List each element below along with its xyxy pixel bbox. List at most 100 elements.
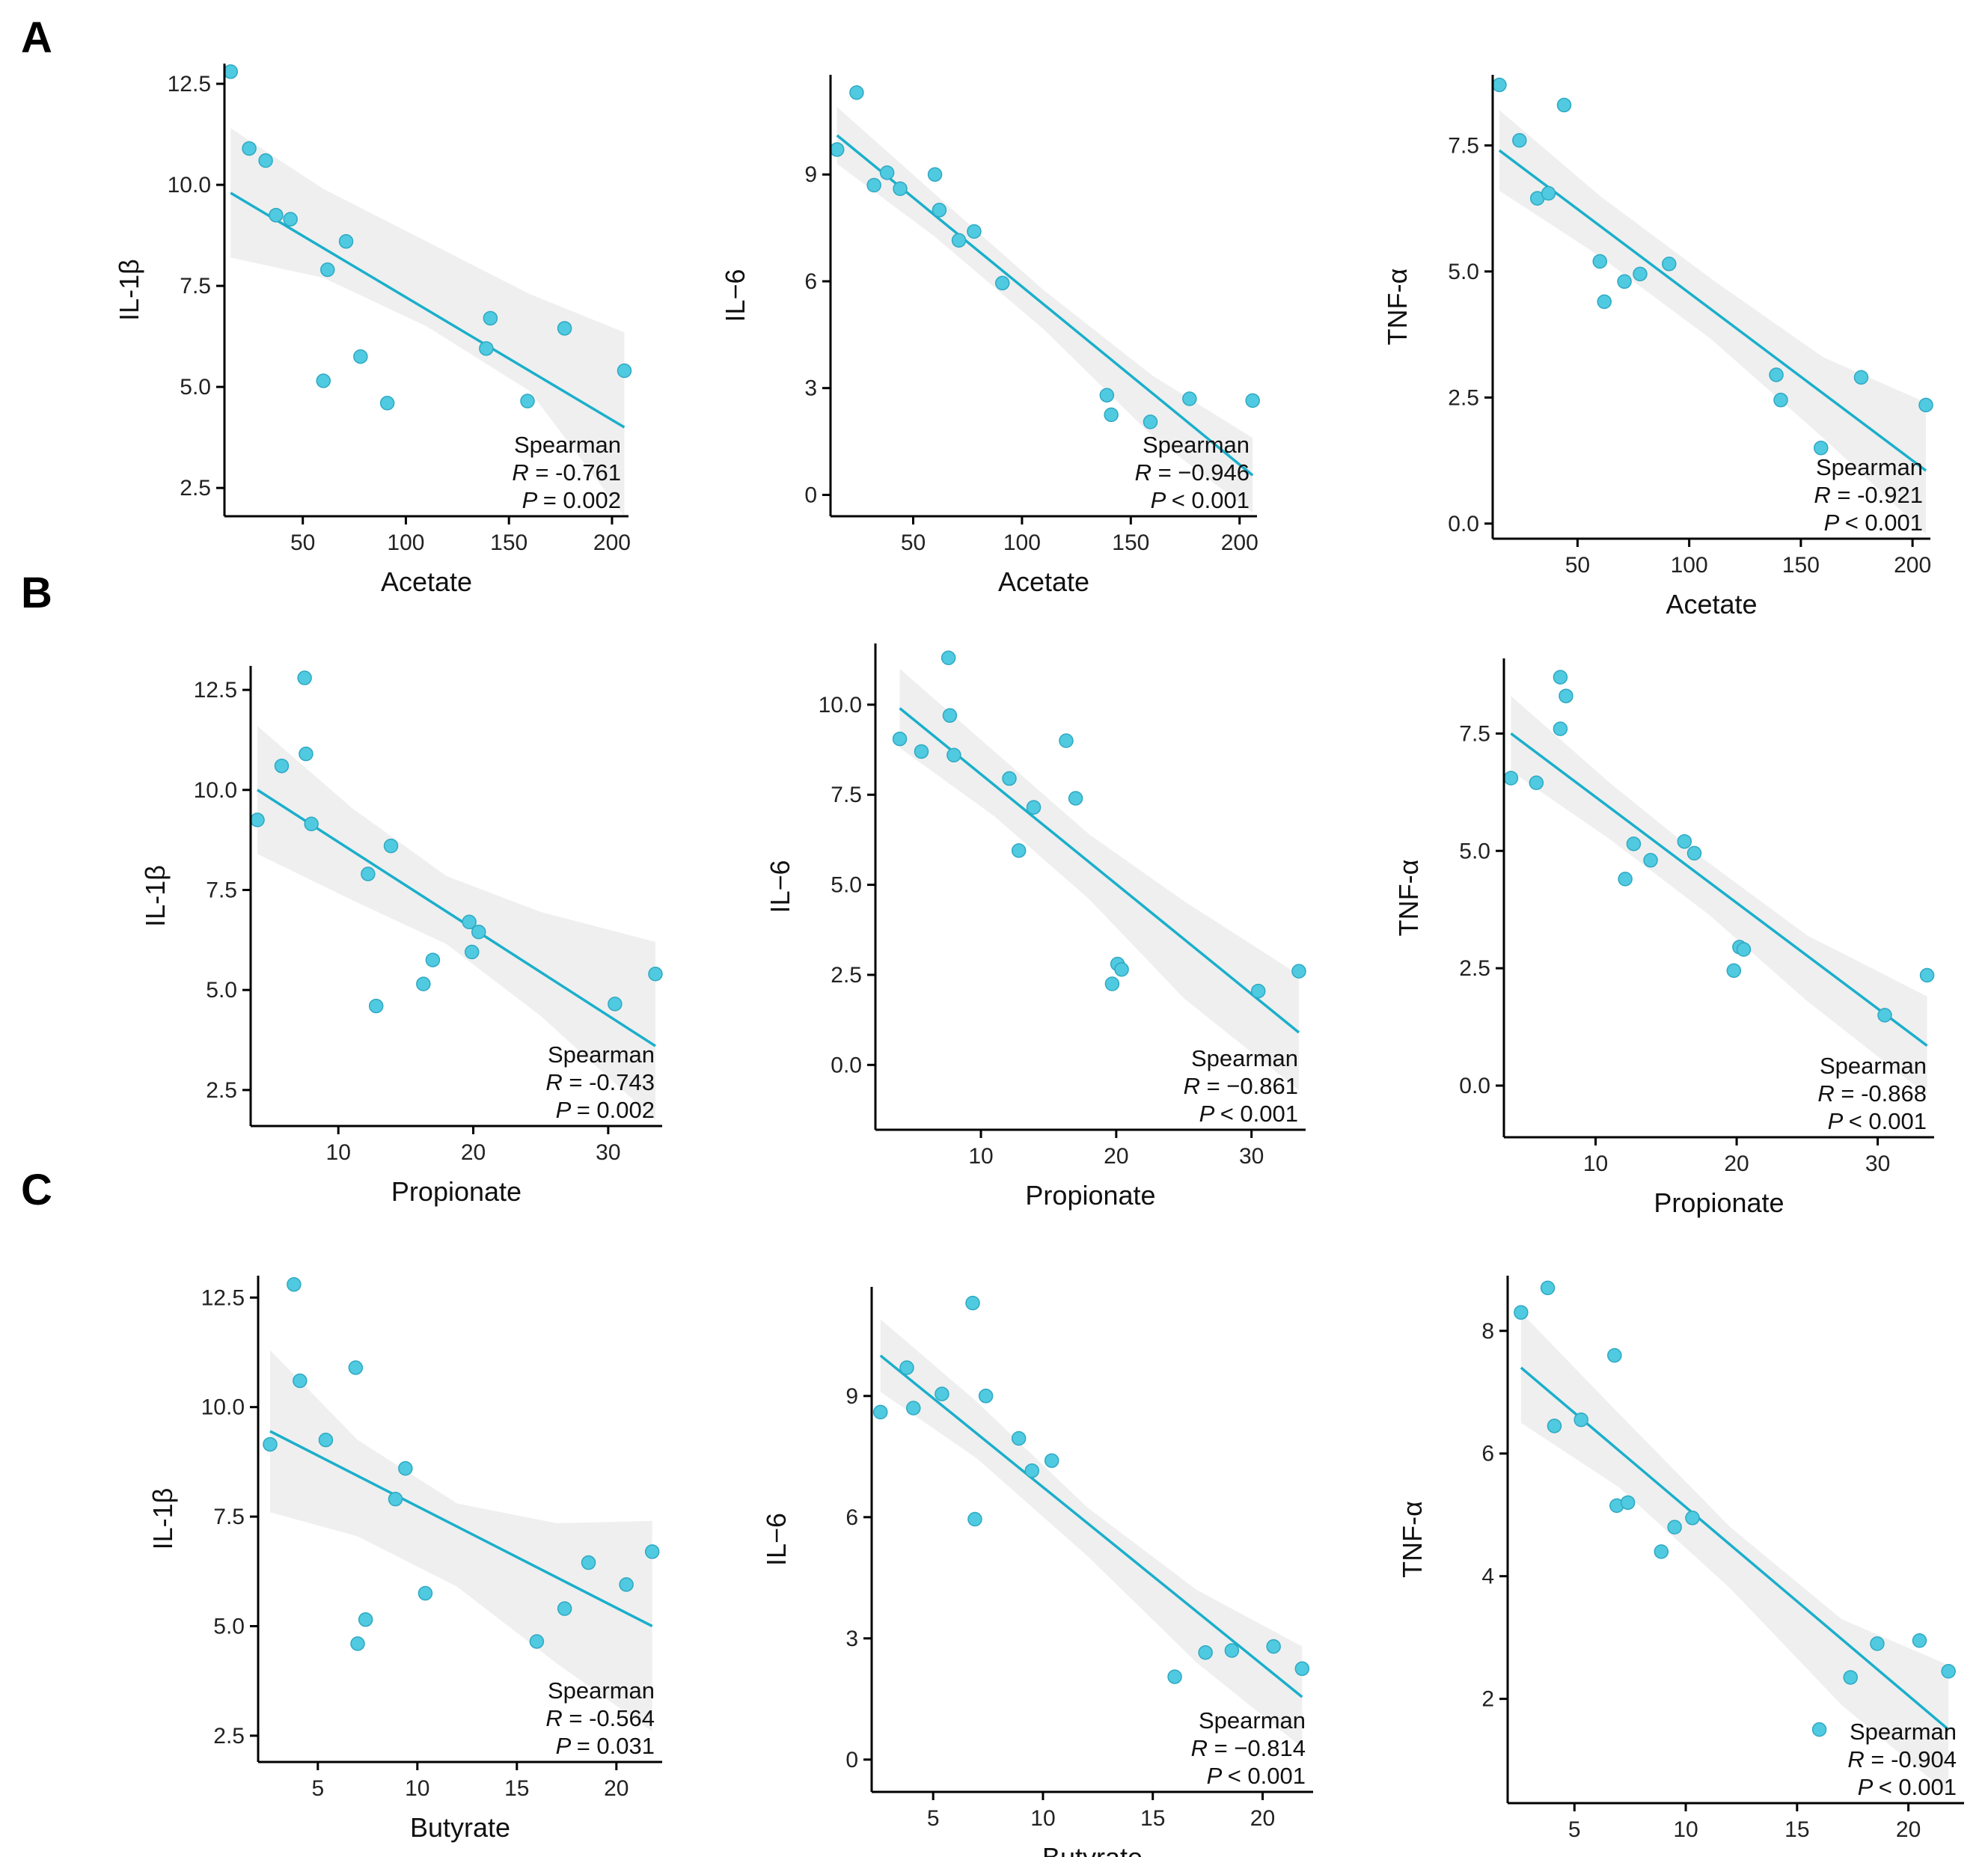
data-point [520,394,535,409]
x-tick-label: 20 [1250,1806,1275,1831]
data-point [617,363,632,379]
y-tick-label: 10.0 [168,173,211,198]
data-point [299,746,314,762]
annotation-r-symbol: R [1817,1080,1841,1107]
x-tick-label: 10 [405,1776,429,1801]
data-point [1512,132,1527,148]
data-point [368,998,384,1014]
annotation-p-symbol: P [522,487,543,513]
annotation-method: Spearman [1820,1053,1927,1079]
data-point [866,177,881,193]
chart-B1: 10 20 30 2.5 5.0 7.5 10.0 12.5 Propionate IL-1β Sp… [140,666,663,1207]
data-point [464,944,480,960]
y-tick-label: 0 [845,1748,858,1772]
y-tick-label: 5.0 [1459,839,1490,863]
annotation-p-value: = 0.002 [543,487,621,513]
data-point [899,1360,914,1375]
y-tick-label: 2.5 [180,476,211,501]
data-point [581,1555,596,1570]
x-tick-label: 50 [901,530,926,555]
data-point [1104,407,1119,423]
annotation-r: R = -0.921 [1814,482,1923,508]
x-axis-label: Propionate [391,1176,522,1207]
x-tick-label: 5 [311,1776,324,1801]
data-point [1662,256,1677,272]
annotation-p-symbol: P [1151,487,1172,513]
annotation-method: Spearman [1816,454,1923,480]
data-point [1294,1661,1310,1677]
data-point [893,181,908,197]
data-point [941,650,956,666]
data-point [1541,186,1556,201]
chart-B2: 10 20 30 0.0 2.5 5.0 7.5 10.0 Propionate IL−6 Spea… [765,643,1306,1211]
x-tick-label: 5 [1568,1817,1581,1842]
data-point [935,1386,949,1401]
x-tick-label: 20 [604,1776,628,1801]
confidence-band [230,128,625,516]
x-tick-label: 100 [1003,530,1041,555]
data-point [1918,397,1933,413]
y-axis-label: IL−6 [761,1513,792,1566]
x-tick-label: 20 [461,1140,486,1165]
data-point [338,233,354,249]
x-tick-label: 150 [1112,530,1149,555]
data-point [942,708,958,723]
data-point [1686,845,1702,861]
data-point [223,64,239,79]
x-tick-label: 10 [326,1140,351,1165]
x-tick-label: 10 [1673,1817,1698,1842]
y-tick-label: 10.0 [201,1395,245,1420]
data-point [242,141,257,156]
y-tick-label: 2.5 [1459,956,1490,981]
annotation-p-symbol: P [1207,1763,1228,1789]
data-point [1250,983,1266,999]
y-tick-label: 7.5 [206,878,237,902]
data-point [304,816,319,831]
panel-letter-a: A [21,13,52,62]
data-point [1559,688,1573,703]
annotation-p-symbol: P [556,1097,577,1123]
data-point [1556,97,1572,113]
data-point [1607,1347,1622,1363]
annotation-p-value: < 0.001 [1172,487,1250,513]
y-tick-label: 8 [1481,1319,1494,1344]
y-axis-label: IL-1β [140,865,171,927]
data-point [479,341,494,356]
data-point [619,1577,634,1592]
annotation-r-value: = -0.761 [535,459,621,486]
data-point [358,1612,373,1627]
annotation-r-symbol: R [545,1069,569,1095]
data-point [274,758,290,774]
annotation-method: Spearman [1191,1045,1298,1071]
annotation-p: P = 0.002 [556,1097,655,1123]
data-point [1553,721,1568,736]
panel-letter-b: B [21,569,52,617]
data-point [1667,1520,1682,1535]
x-tick-label: 150 [490,530,527,555]
data-point [879,165,895,180]
chart-A1: 50 100 150 200 2.5 5.0 7.5 10.0 12.5 Acetate IL-1β… [114,64,632,597]
y-tick-label: 5.0 [1448,260,1479,284]
annotation-r: R = -0.761 [512,459,621,486]
data-point [1503,771,1519,786]
y-tick-label: 12.5 [194,678,237,703]
data-point [1620,1495,1636,1511]
annotation-r-value: = -0.921 [1837,482,1923,508]
annotation-r: R = -0.904 [1847,1746,1957,1772]
data-point [1814,440,1829,456]
annotation-p-symbol: P [1824,510,1845,536]
x-tick-label: 200 [1894,553,1931,578]
annotation-r-value: = −0.946 [1158,459,1250,486]
data-point [388,1491,403,1507]
data-point [644,1544,660,1559]
confidence-band [1520,1312,1949,1794]
annotation-p: P = 0.031 [556,1733,655,1759]
data-point [1492,77,1507,93]
y-tick-label: 6 [804,269,817,294]
x-axis-label: Acetate [1666,589,1757,619]
data-point [1167,1669,1182,1684]
data-point [557,321,572,336]
panel-letter-c: C [21,1166,52,1214]
data-point [1104,976,1120,991]
